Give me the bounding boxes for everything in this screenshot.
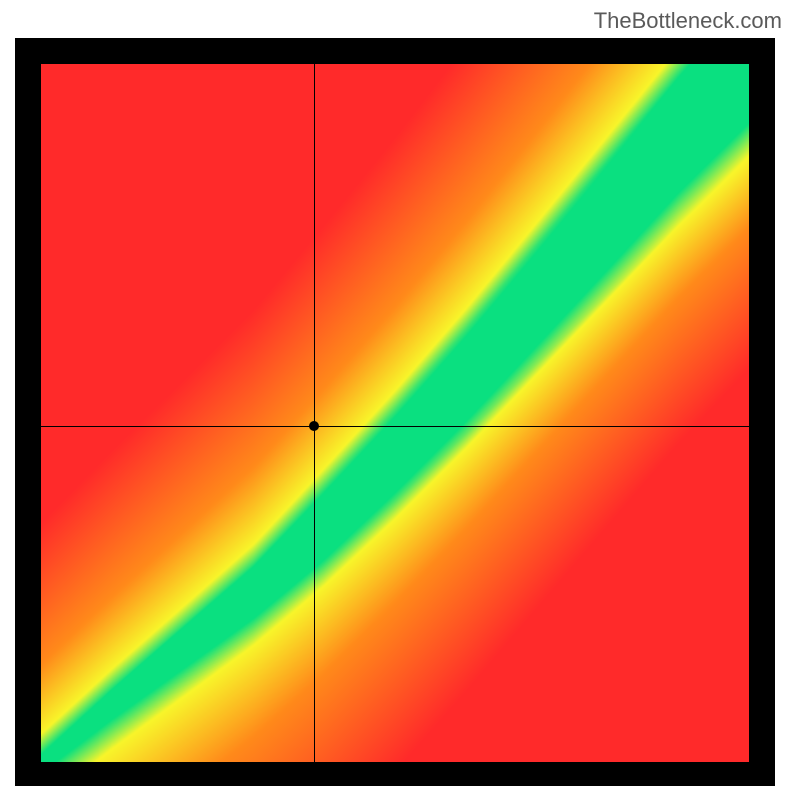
crosshair-vertical: [314, 64, 315, 762]
watermark-text: TheBottleneck.com: [594, 8, 782, 34]
bottleneck-heatmap: [41, 64, 749, 762]
chart-container: TheBottleneck.com: [0, 0, 800, 800]
plot-area: [15, 38, 775, 786]
crosshair-marker: [309, 421, 319, 431]
crosshair-horizontal: [41, 426, 749, 427]
